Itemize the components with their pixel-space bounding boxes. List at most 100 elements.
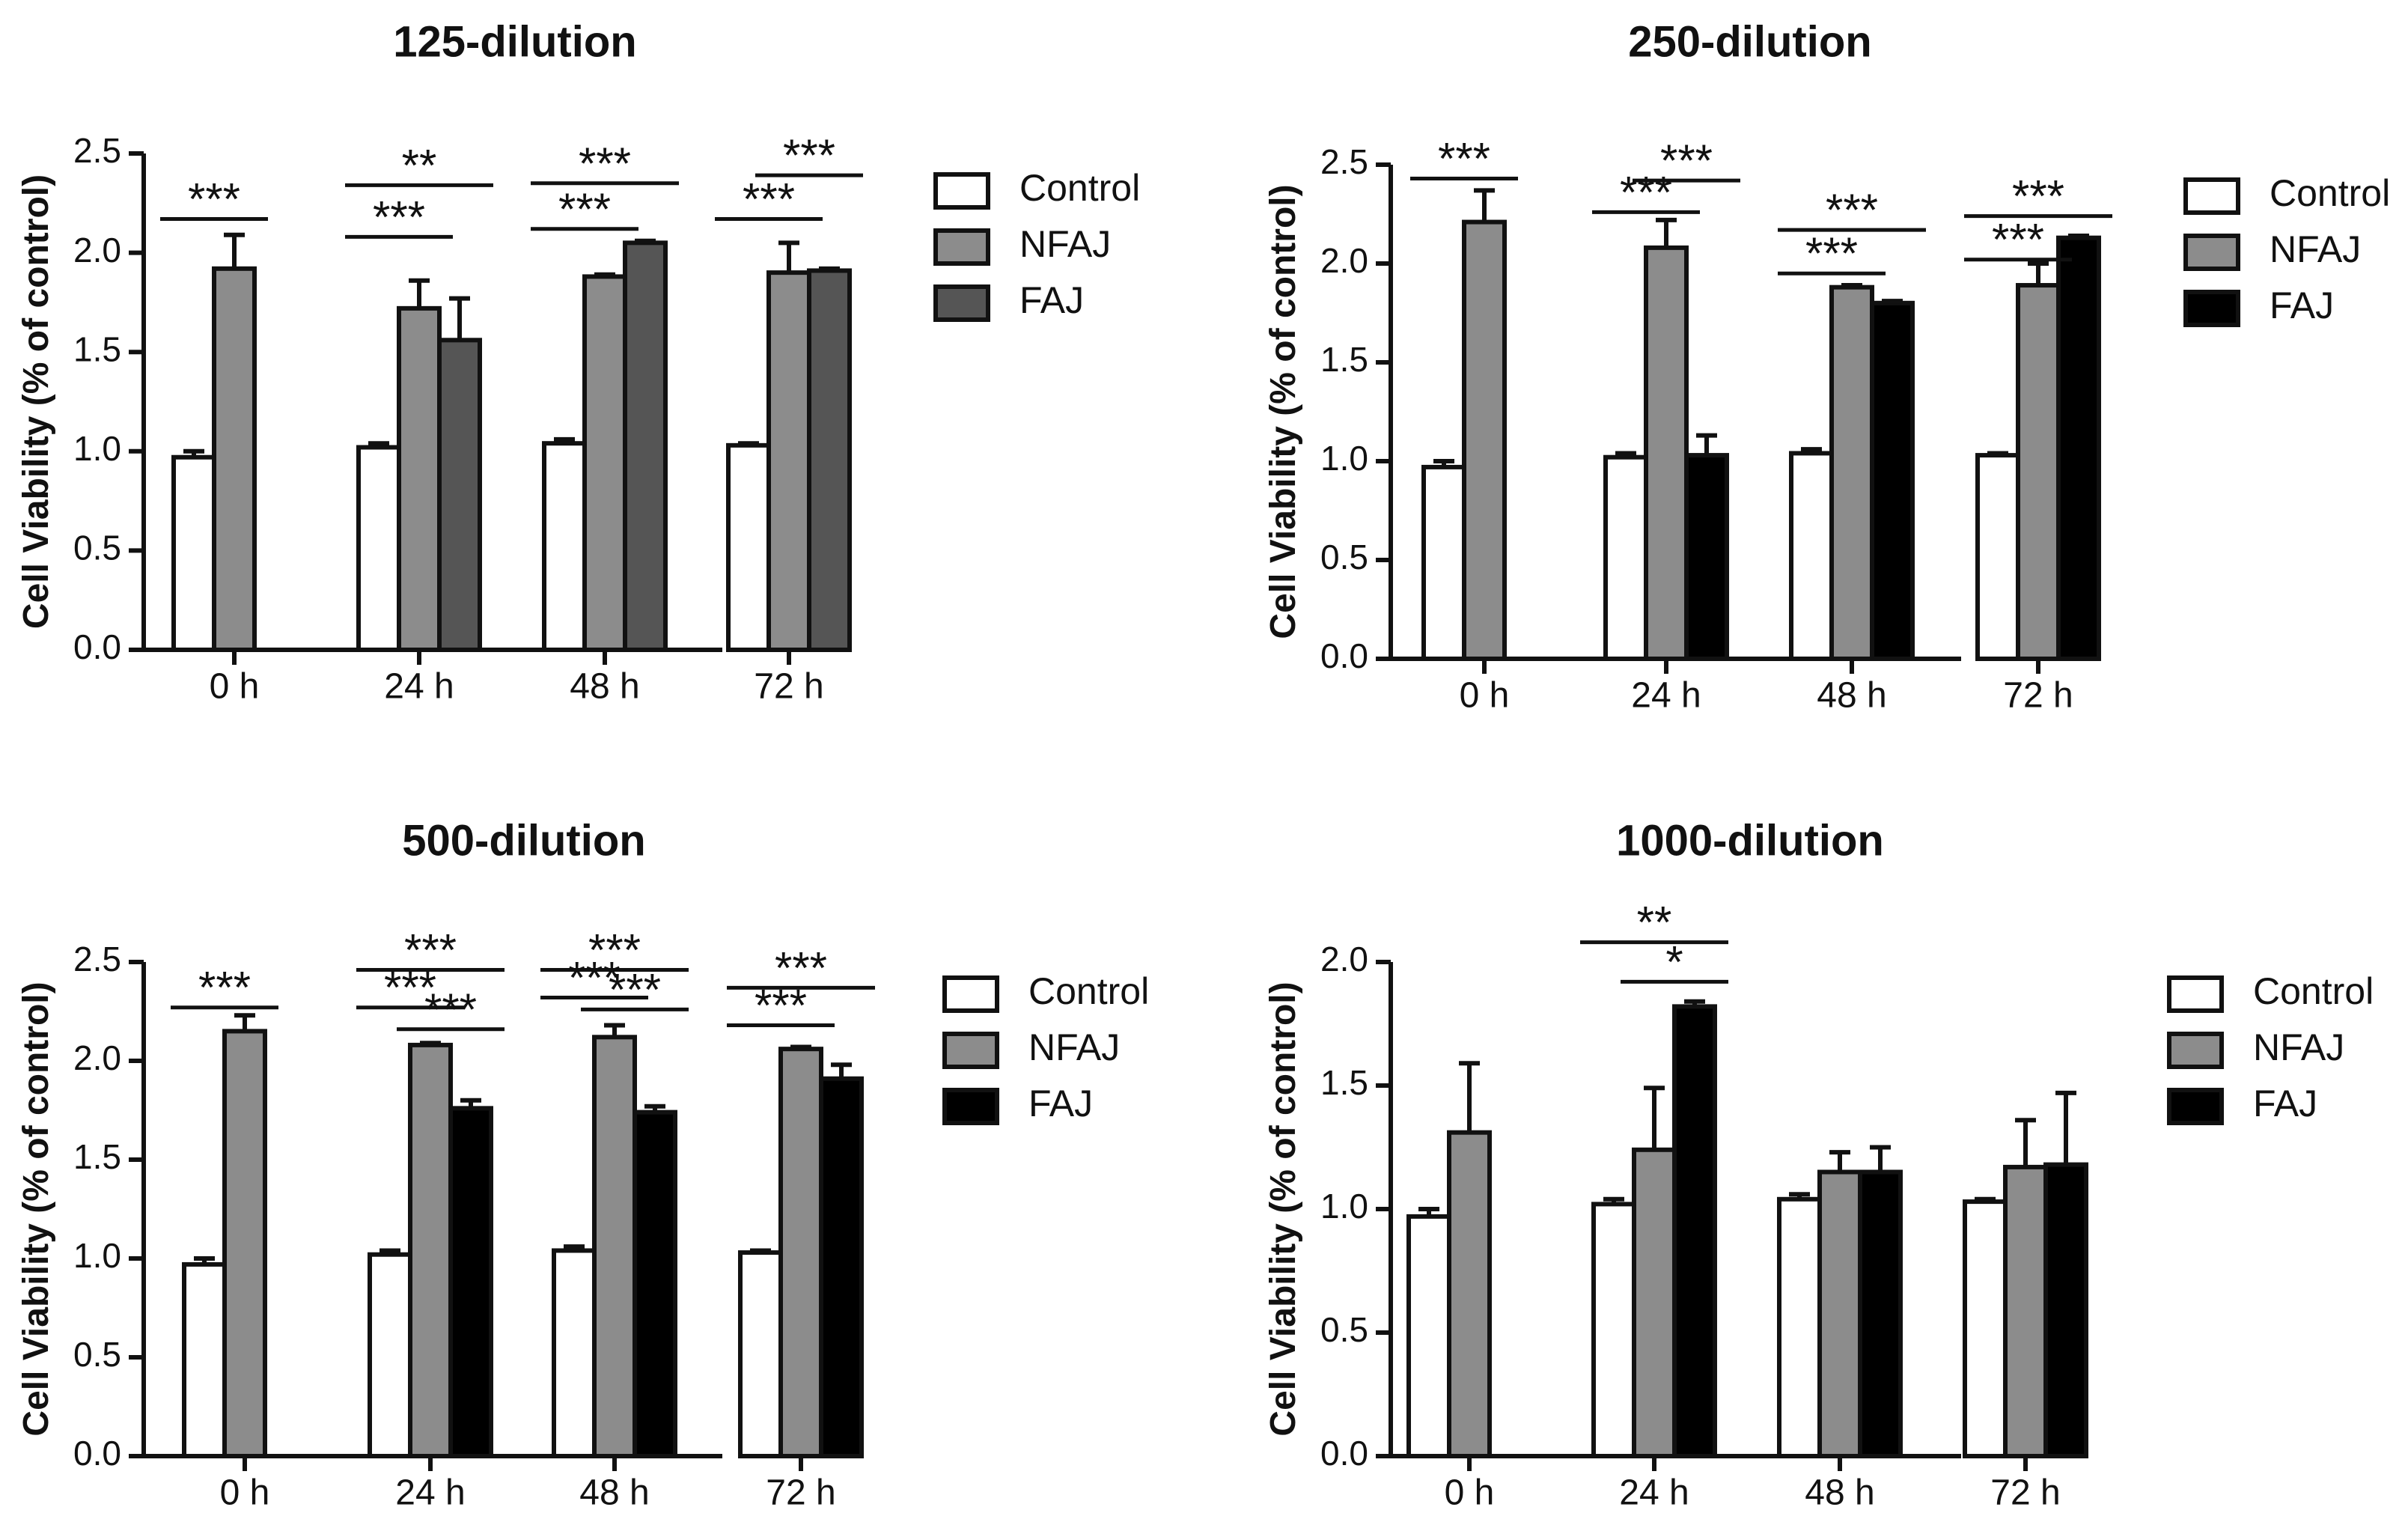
chart-panel-1: 125-dilution Cell Viability (% of control… [16, 17, 1140, 706]
y-axis-title: Cell Viability (% of control) [1264, 184, 1303, 639]
significance-label: *** [1826, 185, 1878, 235]
significance-label: ** [402, 140, 437, 190]
bar-control-72h [738, 1250, 783, 1458]
y-tick-label: 0.5 [1320, 1310, 1368, 1349]
x-tick-label: 24 h [1619, 1473, 1689, 1513]
bar-nfaj-72h [778, 1047, 823, 1459]
legend-label-faj: FAJ [2270, 284, 2334, 326]
significance-label: *** [198, 963, 251, 1013]
bar-nfaj-72h [2016, 283, 2061, 661]
significance-label: *** [609, 964, 661, 1014]
chart-title: 250-dilution [1628, 17, 1871, 66]
significance-label: * [1665, 937, 1683, 987]
legend-label-control: Control [1028, 970, 1149, 1012]
bar-faj-24h [1672, 1004, 1717, 1458]
bar-faj-48h [633, 1109, 677, 1458]
chart-panel-3: 500-dilution Cell Viability (% of control… [16, 816, 1149, 1512]
y-tick-label: 1.5 [1320, 1063, 1368, 1102]
bar-faj-72h [807, 268, 852, 652]
legend-label-nfaj: NFAJ [2253, 1026, 2344, 1068]
legend-label-nfaj: NFAJ [1028, 1026, 1120, 1068]
bar-nfaj-48h [1829, 284, 1874, 661]
y-tick-label: 2.5 [1320, 142, 1368, 181]
x-tick-label: 0 h [1460, 676, 1510, 716]
y-tick-label: 1.5 [73, 329, 121, 368]
legend-swatch-nfaj [942, 1032, 999, 1069]
x-tick-label: 24 h [1631, 676, 1701, 716]
y-tick-label: 0.0 [1320, 1434, 1368, 1473]
legend-swatch-control [942, 975, 999, 1013]
y-tick-label: 1.0 [73, 429, 121, 468]
x-tick-label: 72 h [2003, 676, 2073, 716]
bar-nfaj-0h [222, 1029, 267, 1458]
bar-faj-72h [819, 1076, 864, 1458]
y-tick-label: 2.5 [73, 131, 121, 170]
legend-swatch-control [2183, 177, 2240, 215]
bar-control-48h [1789, 451, 1834, 661]
legend-label-control: Control [2270, 172, 2390, 214]
bar-nfaj-48h [592, 1035, 637, 1458]
significance-label: *** [588, 925, 641, 975]
bar-control-24h [368, 1252, 412, 1458]
bar-control-0h [1421, 464, 1466, 661]
legend-label-nfaj: NFAJ [2270, 228, 2361, 270]
y-tick-label: 1.0 [73, 1236, 121, 1275]
x-tick-label: 72 h [754, 667, 823, 707]
bar-nfaj-24h [1632, 1147, 1677, 1459]
significance-label: *** [1805, 228, 1858, 278]
legend-swatch-nfaj [2167, 1032, 2224, 1069]
y-tick-label: 2.0 [73, 1038, 121, 1077]
legend-label-faj: FAJ [1019, 279, 1084, 321]
x-tick-label: 72 h [1990, 1473, 2060, 1513]
x-tick-label: 48 h [579, 1473, 649, 1513]
legend-swatch-nfaj [2183, 234, 2240, 271]
significance-label: *** [1660, 136, 1713, 186]
bar-nfaj-24h [408, 1042, 453, 1458]
y-tick-label: 2.0 [1320, 940, 1368, 978]
y-axis-title: Cell Viability (% of control) [16, 981, 56, 1436]
significance-label: *** [373, 192, 425, 242]
y-tick-label: 2.0 [1320, 241, 1368, 280]
y-tick-label: 0.0 [73, 627, 121, 666]
y-tick-label: 2.5 [73, 940, 121, 978]
legend-swatch-faj [2167, 1088, 2224, 1125]
significance-label: *** [775, 943, 827, 993]
bar-control-24h [1603, 454, 1648, 661]
x-tick-label: 0 h [210, 667, 260, 707]
bar-faj-24h [448, 1106, 493, 1458]
significance-label: *** [743, 174, 795, 225]
bar-control-24h [1591, 1202, 1636, 1459]
y-tick-label: 1.0 [1320, 1187, 1368, 1226]
chart-title: 1000-dilution [1616, 816, 1884, 865]
x-tick-label: 24 h [384, 667, 454, 707]
bar-faj-48h [623, 240, 668, 652]
significance-label: ** [1637, 898, 1672, 948]
bar-control-0h [171, 454, 216, 652]
bar-control-48h [542, 441, 587, 653]
bar-nfaj-24h [397, 305, 442, 652]
bar-nfaj-0h [1462, 219, 1507, 661]
legend-swatch-faj [933, 284, 990, 322]
significance-label: *** [579, 138, 631, 189]
x-tick-label: 72 h [766, 1473, 835, 1513]
legend-label-control: Control [2253, 970, 2374, 1012]
bar-control-0h [182, 1261, 227, 1459]
bar-control-72h [726, 442, 771, 652]
chart-panel-4: 1000-dilution Cell Viability (% of contro… [1264, 816, 2374, 1512]
bar-nfaj-48h [582, 274, 627, 652]
significance-label: *** [558, 184, 611, 234]
bar-nfaj-24h [1644, 245, 1689, 661]
y-tick-label: 0.5 [1320, 538, 1368, 576]
y-axis-title: Cell Viability (% of control) [1264, 981, 1303, 1436]
legend-swatch-control [2167, 975, 2224, 1013]
bar-nfaj-0h [1447, 1130, 1492, 1458]
x-tick-label: 0 h [220, 1473, 270, 1513]
significance-label: *** [568, 953, 621, 1003]
x-tick-label: 48 h [1805, 1473, 1874, 1513]
significance-label: *** [1620, 167, 1672, 217]
y-tick-label: 0.5 [73, 529, 121, 567]
x-tick-label: 24 h [395, 1473, 465, 1513]
bar-control-0h [1406, 1214, 1451, 1459]
x-tick-label: 48 h [1817, 676, 1886, 716]
bar-faj-24h [437, 338, 482, 652]
